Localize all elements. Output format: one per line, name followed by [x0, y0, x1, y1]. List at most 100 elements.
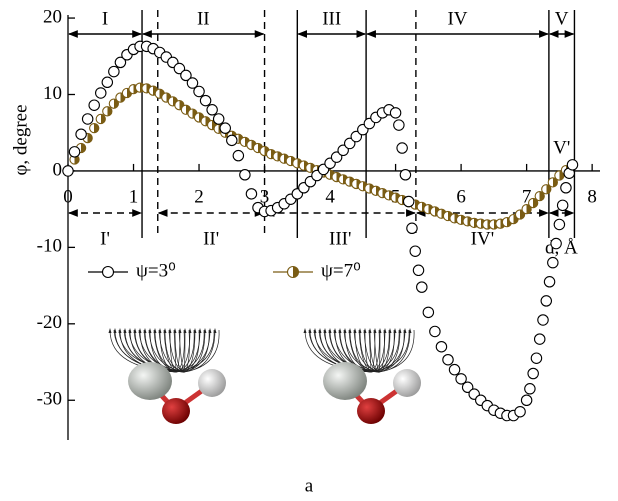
data-point	[219, 122, 231, 134]
field-arrow	[153, 328, 157, 333]
data-point	[556, 199, 569, 212]
y-tick-label: -30	[37, 389, 62, 410]
data-point	[530, 352, 543, 364]
data-point	[108, 65, 120, 78]
data-point	[393, 119, 405, 131]
field-arrow	[323, 328, 327, 333]
field-arrow	[148, 328, 152, 333]
data-point	[547, 256, 559, 269]
data-point	[226, 134, 238, 147]
field-arrow	[353, 328, 357, 333]
region-label: V	[555, 8, 569, 29]
data-point	[541, 184, 552, 195]
x-tick-label: 8	[587, 186, 597, 207]
field-arrow	[188, 328, 192, 333]
field-arrow	[113, 328, 117, 333]
field-arrow	[373, 328, 377, 333]
field-arrow	[213, 328, 217, 333]
data-point	[337, 144, 349, 157]
field-arrow	[308, 328, 312, 333]
data-point	[537, 314, 549, 326]
x-tick-label: 1	[129, 186, 139, 207]
field-arrow	[183, 328, 187, 333]
x-tick-label: 7	[522, 186, 532, 207]
field-arrow	[313, 328, 317, 333]
field-arrow	[178, 328, 182, 333]
y-tick-label: -20	[37, 312, 62, 333]
series	[62, 82, 572, 230]
data-point	[553, 218, 566, 231]
field-arrow	[403, 328, 407, 333]
data-point	[232, 149, 245, 162]
data-point	[101, 76, 114, 89]
region-label: III	[322, 8, 341, 29]
data-point	[108, 98, 120, 109]
field-arrow	[328, 328, 332, 333]
molecule-illustrations	[108, 328, 421, 424]
data-point	[566, 159, 579, 171]
data-point	[543, 276, 556, 288]
field-arrow	[363, 328, 367, 333]
data-point	[95, 87, 107, 99]
y-tick-label: 10	[43, 83, 62, 104]
data-point	[560, 182, 572, 194]
data-point	[193, 85, 205, 98]
legend-marker	[101, 265, 115, 279]
data-point	[435, 340, 448, 353]
field-arrow	[133, 328, 137, 333]
data-point	[422, 306, 435, 319]
field-line	[183, 329, 220, 373]
region-label: II	[197, 8, 210, 29]
data-point	[212, 113, 225, 125]
field-arrow	[318, 328, 322, 333]
data-point	[343, 137, 356, 150]
region-label: I	[102, 8, 108, 29]
atom-red	[357, 398, 385, 424]
data-point	[527, 367, 539, 380]
field-arrow	[358, 328, 362, 333]
data-point	[396, 142, 408, 154]
data-point	[399, 169, 412, 181]
data-point	[442, 353, 454, 366]
field-arrow	[108, 328, 112, 333]
data-point	[81, 113, 94, 125]
field-arrow	[163, 328, 167, 333]
y-tick-label: 0	[53, 159, 63, 180]
data-point	[547, 177, 558, 188]
atom-white	[198, 369, 226, 397]
data-point	[75, 128, 87, 140]
data-point	[409, 245, 421, 257]
data-point	[521, 204, 532, 215]
data-point	[239, 169, 251, 181]
field-line	[378, 329, 415, 373]
data-point	[62, 165, 74, 177]
data-point	[455, 373, 467, 385]
data-point	[350, 130, 363, 143]
data-point	[68, 146, 81, 158]
legend-label: ψ=3⁰	[136, 260, 176, 281]
data-point	[330, 151, 343, 163]
field-arrow	[118, 328, 122, 333]
field-arrow	[393, 328, 397, 333]
field-arrow	[368, 328, 372, 333]
x-tick-label: 0	[63, 186, 73, 207]
field-arrow	[333, 328, 337, 333]
legend-marker	[286, 265, 300, 279]
data-point	[402, 195, 415, 208]
data-point	[114, 56, 127, 69]
data-point	[389, 107, 402, 119]
region-label: III'	[329, 228, 351, 249]
x-axis-label: d, Å	[545, 237, 578, 258]
data-point	[524, 383, 536, 395]
field-arrow	[208, 328, 212, 333]
atom-white	[393, 369, 421, 397]
data-point	[406, 222, 418, 235]
data-point	[540, 295, 553, 307]
field-arrow	[203, 328, 207, 333]
data-point	[102, 106, 113, 117]
region-label: V'	[553, 137, 570, 158]
data-point	[533, 333, 546, 345]
y-axis-label: φ, degree	[10, 104, 31, 175]
data-point	[514, 405, 526, 418]
data-point	[180, 69, 192, 82]
